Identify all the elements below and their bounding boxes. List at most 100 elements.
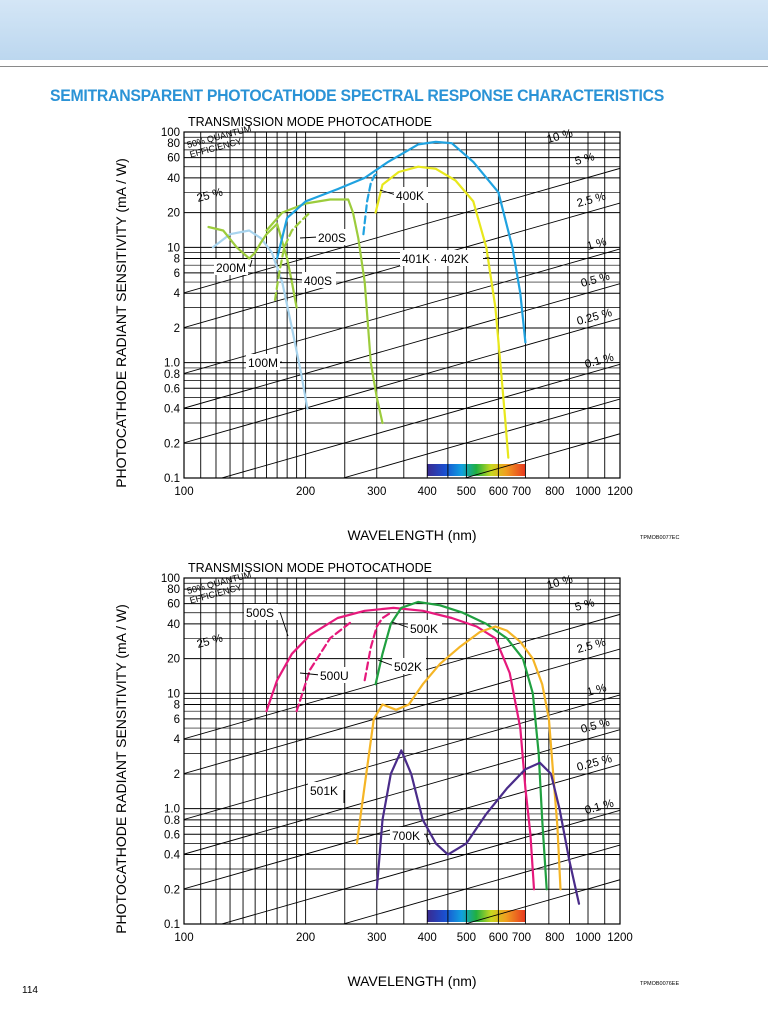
- curve-label: 401K · 402K: [402, 252, 469, 266]
- label-leader: [391, 621, 411, 629]
- x-tick-label: 200: [296, 486, 315, 498]
- y-tick-label: 1.0: [164, 358, 180, 370]
- label-bg: [392, 658, 426, 674]
- x-tick-label: 600: [489, 932, 508, 944]
- y-tick-label: 0.8: [164, 815, 180, 827]
- y-tick-label: 4: [174, 288, 181, 300]
- label-bg: [246, 354, 280, 370]
- qe-lines: [184, 167, 620, 478]
- curve-label: 200M: [216, 261, 246, 275]
- y-tick-label: 80: [167, 584, 180, 596]
- y-tick-label: 0.4: [164, 850, 181, 862]
- curve-label: 100M: [248, 356, 278, 370]
- y-tick-label: 0.4: [164, 404, 181, 416]
- y-tick-label: 8: [174, 254, 180, 266]
- x-tick-label: 500: [457, 486, 476, 498]
- x-tick-label: 700: [512, 486, 531, 498]
- curve-500k: [374, 600, 548, 891]
- label-bg: [408, 620, 442, 636]
- qe-line: [184, 167, 620, 294]
- curve-label: 700K: [392, 829, 420, 843]
- qe-label: 5 %: [574, 597, 596, 614]
- qe-line: [184, 613, 620, 740]
- y-tick-label: 0.1: [164, 919, 180, 931]
- curve-label: 500K: [410, 622, 438, 636]
- y-tick-label: 60: [167, 153, 180, 165]
- x-tick-label: 1200: [607, 932, 633, 944]
- curve-200m: [207, 222, 298, 309]
- qe-label: 2.5 %: [576, 191, 608, 210]
- header-rule: [0, 66, 768, 67]
- visible-spectrum-bar: [427, 464, 526, 476]
- x-tick-label: 600: [489, 486, 508, 498]
- x-tick-label: 400: [418, 486, 437, 498]
- visible-spectrum-bar: [427, 910, 526, 922]
- y-tick-label: 2: [174, 323, 180, 335]
- label-leader: [279, 277, 305, 281]
- label-bg: [316, 229, 350, 245]
- chart-1-group: TRANSMISSION MODE PHOTOCATHODE1008060402…: [113, 115, 679, 543]
- x-tick-label: 200: [296, 932, 315, 944]
- page-number: 114: [22, 985, 38, 996]
- y-tick-label: 40: [167, 619, 180, 631]
- y-tick-label: 10: [167, 242, 180, 254]
- qe-line: [341, 398, 620, 478]
- curve-label: 500U: [320, 669, 349, 683]
- qe-lines: [184, 613, 620, 924]
- y-axis-title: PHOTOCATHODE RADIANT SENSITIVITY (mA / W…: [113, 158, 129, 488]
- label-leader: [377, 659, 395, 667]
- y-tick-label: 20: [167, 208, 180, 220]
- x-tick-label: 700: [512, 932, 531, 944]
- curve-700k: [375, 749, 581, 905]
- x-tick-label: 500: [457, 932, 476, 944]
- y-tick-label: 0.8: [164, 369, 180, 381]
- qe-label: 1 %: [586, 682, 608, 699]
- plot-frame: [183, 577, 621, 925]
- qe-label: 5 %: [574, 151, 596, 168]
- curve-400k: [276, 140, 527, 344]
- qe-line: [184, 248, 620, 374]
- header-band: [0, 0, 768, 60]
- y-tick-label: 1.0: [164, 804, 180, 816]
- curve-500s: [265, 606, 536, 891]
- curve-label: 501K: [310, 784, 338, 798]
- curve-label: 502K: [394, 660, 422, 674]
- curve-500u: [295, 620, 353, 713]
- figure-code: TPMOB0076EE: [640, 981, 679, 987]
- y-tick-label: 60: [167, 599, 180, 611]
- y-tick-label: 10: [167, 688, 180, 700]
- curve-label: 500S: [246, 606, 274, 620]
- qe-line: [341, 844, 620, 924]
- curve-400s: [273, 211, 312, 301]
- x-tick-label: 800: [545, 486, 564, 498]
- x-tick-label: 1200: [607, 486, 633, 498]
- qe-line: [184, 283, 620, 409]
- curve-402k: [374, 165, 510, 459]
- y-tick-label: 100: [161, 127, 180, 139]
- figure-code: TPMOB0077EC: [640, 535, 679, 541]
- x-tick-label: 100: [174, 932, 193, 944]
- spectral-response-chart-2: TRANSMISSION MODE PHOTOCATHODE1008060402…: [113, 561, 679, 989]
- qe-line: [463, 433, 620, 478]
- label-leader: [425, 834, 431, 846]
- y-tick-label: 6: [174, 714, 180, 726]
- qe-label: 25 %: [196, 633, 224, 651]
- y-tick-label: 8: [174, 700, 180, 712]
- label-bg: [394, 187, 428, 203]
- x-tick-label: 1000: [575, 486, 601, 498]
- label-bg: [302, 272, 336, 288]
- curve-label: 400S: [304, 274, 332, 288]
- label-leader: [249, 259, 253, 268]
- curve-label: 400K: [396, 189, 424, 203]
- curve-200s: [265, 198, 384, 425]
- y-tick-label: 100: [161, 573, 180, 585]
- qe-label: 1 %: [586, 236, 608, 253]
- y-tick-label: 2: [174, 769, 180, 781]
- chart-title: TRANSMISSION MODE PHOTOCATHODE: [188, 115, 432, 129]
- label-bg: [244, 604, 278, 620]
- spectral-response-chart-1: TRANSMISSION MODE PHOTOCATHODE1008060402…: [113, 115, 679, 543]
- x-tick-label: 1000: [575, 932, 601, 944]
- y-tick-label: 80: [167, 138, 180, 150]
- plot-frame: [183, 131, 621, 479]
- qe-line: [184, 648, 620, 774]
